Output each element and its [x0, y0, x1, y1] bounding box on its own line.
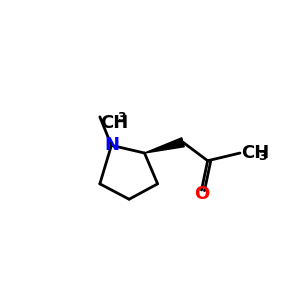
Text: 3: 3	[258, 150, 266, 164]
Text: CH: CH	[241, 144, 269, 162]
Text: CH: CH	[100, 114, 129, 132]
Text: N: N	[104, 136, 119, 154]
Text: O: O	[194, 185, 209, 203]
Polygon shape	[145, 138, 184, 153]
Text: 3: 3	[118, 111, 126, 124]
